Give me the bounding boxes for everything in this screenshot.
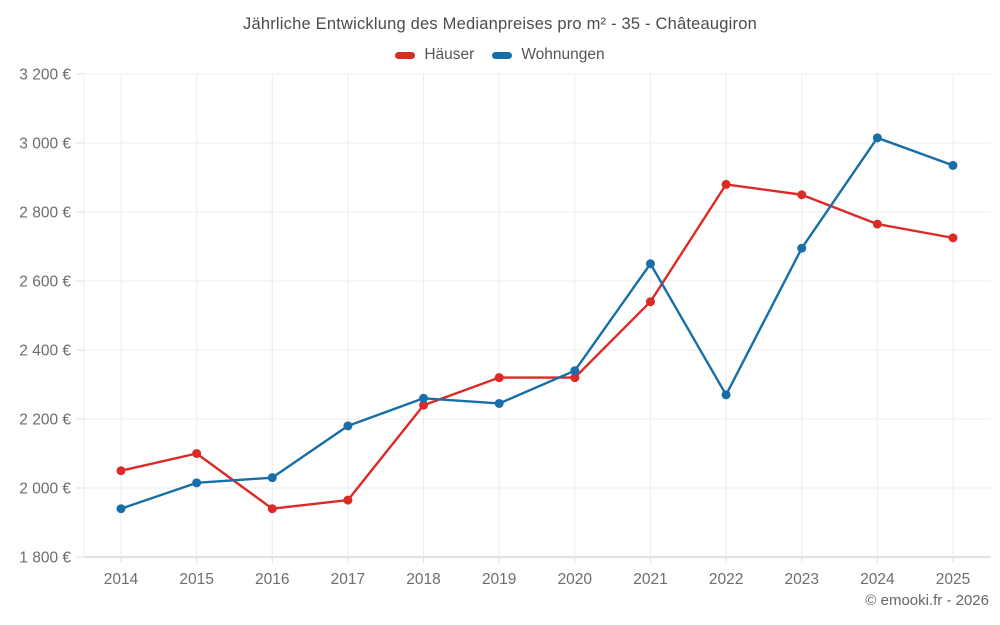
data-point-wohnungen-2017[interactable] [343,421,353,431]
x-axis-label-2019: 2019 [482,571,516,588]
data-point-wohnungen-2025[interactable] [948,160,958,170]
chart-legend: Häuser Wohnungen [0,46,1000,64]
y-axis-label: 2 800 € [19,205,71,222]
data-point-haeuser-2019[interactable] [494,373,504,383]
data-point-haeuser-2020[interactable] [570,373,580,383]
x-axis-label-2021: 2021 [633,571,667,588]
data-point-wohnungen-2015[interactable] [192,478,202,488]
y-axis-label: 3 000 € [19,136,71,153]
data-point-haeuser-2016[interactable] [267,504,277,514]
data-point-wohnungen-2023[interactable] [797,243,807,253]
data-point-haeuser-2018[interactable] [419,400,429,410]
data-point-haeuser-2017[interactable] [343,495,353,505]
x-axis-label-2023: 2023 [784,571,818,588]
y-axis-label: 2 200 € [19,412,71,429]
data-point-haeuser-2021[interactable] [645,297,655,307]
x-axis-label-2024: 2024 [860,571,895,588]
data-point-wohnungen-2014[interactable] [116,504,126,514]
legend-swatch-wohnungen [492,51,513,59]
data-point-wohnungen-2020[interactable] [570,366,580,376]
legend-label-haeuser: Häuser [424,46,475,63]
data-point-haeuser-2015[interactable] [192,449,202,458]
x-axis-label-2015: 2015 [179,571,213,588]
data-point-wohnungen-2024[interactable] [872,133,882,143]
data-point-haeuser-2024[interactable] [872,219,882,229]
data-point-haeuser-2014[interactable] [116,466,126,476]
y-axis-label: 3 200 € [19,67,71,84]
data-point-wohnungen-2019[interactable] [494,398,504,408]
x-axis-label-2022: 2022 [709,571,743,588]
series-line-haeuser [119,183,955,510]
x-axis-label-2018: 2018 [406,571,440,588]
x-axis-label-2025: 2025 [936,571,970,588]
y-axis-label: 2 400 € [19,343,71,360]
legend-item-haeuser[interactable]: Häuser [395,46,474,64]
legend-swatch-haeuser [395,51,416,59]
data-point-haeuser-2023[interactable] [797,190,807,200]
x-axis-label-2017: 2017 [331,571,365,588]
x-axis-label-2016: 2016 [255,571,289,588]
data-point-wohnungen-2022[interactable] [721,390,731,400]
y-axis-label: 2 000 € [19,481,71,498]
legend-item-wohnungen[interactable]: Wohnungen [492,46,605,64]
data-point-haeuser-2025[interactable] [948,233,958,243]
data-point-wohnungen-2021[interactable] [645,259,655,269]
chart-title: Jährliche Entwicklung des Medianpreises … [243,15,757,33]
data-point-wohnungen-2016[interactable] [267,473,277,483]
y-axis-label: 2 600 € [19,274,71,291]
legend-label-wohnungen: Wohnungen [521,46,605,63]
data-point-wohnungen-2018[interactable] [419,393,429,403]
x-axis-label-2020: 2020 [558,571,593,588]
data-point-haeuser-2022[interactable] [721,179,731,189]
y-axis-label: 1 800 € [19,550,71,567]
series-line-wohnungen [119,136,955,510]
copyright-text: © emooki.fr - 2026 [865,592,989,609]
x-axis-label-2014: 2014 [104,571,139,588]
